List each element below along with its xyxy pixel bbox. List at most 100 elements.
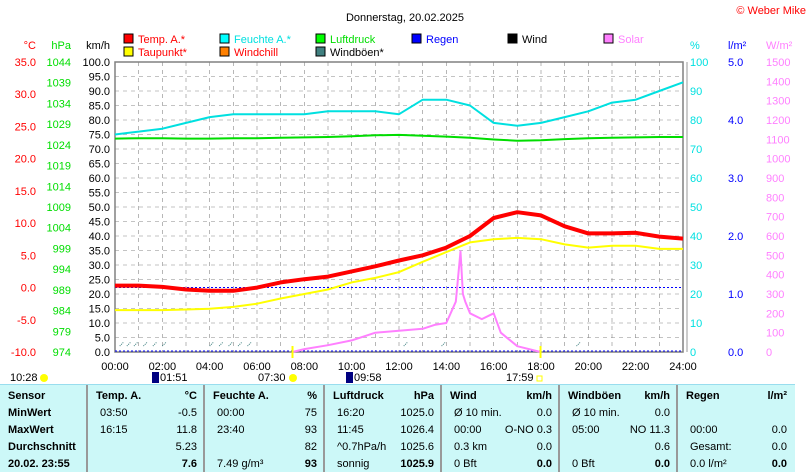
axis-tick-pressure: 974 [53,347,71,359]
daylength: 10:28 [10,372,38,384]
header-label: Wind [450,390,477,402]
axis-tick-wind: 30.0 [89,260,110,272]
x-tick-label: 12:00 [385,361,413,373]
axis-tick-wind: 15.0 [89,304,110,316]
cell-value: -0.5 [178,407,197,419]
wind-gust-mark [153,342,157,346]
axis-tick-rain: 0.0 [728,347,743,359]
legend-swatch [220,34,229,43]
cell-sub: 23:40 [217,424,245,436]
legend-swatch [220,47,229,56]
cell-value: 0.0 [655,458,670,470]
series-solar [293,252,541,353]
axis-unit-rain: l/m² [728,40,747,52]
axis-tick-wind: 80.0 [89,115,110,127]
axis-tick-solar: 600 [766,231,784,243]
legend-label: Regen [426,34,458,46]
axis-tick-humidity: 10 [690,318,702,330]
cell-value: 82 [305,441,317,453]
axis-tick-solar: 500 [766,250,784,262]
axis-tick-wind: 0.0 [95,347,110,359]
cell-sub: 00:00 [454,424,482,436]
x-tick-label: 00:00 [101,361,129,373]
chart-title: Donnerstag, 20.02.2025 [346,12,464,24]
x-tick-label: 20:00 [575,361,603,373]
axis-tick-solar: 1500 [766,57,790,69]
header-unit: km/h [526,390,552,402]
axis-tick-solar: 1200 [766,115,790,127]
header-label: Sensor [8,390,45,402]
header-label: Feuchte A. [213,390,269,402]
header-label: Temp. A. [96,390,141,402]
cell-value: 5.23 [176,441,197,453]
sun-icon [40,374,48,382]
axis-tick-solar: 800 [766,192,784,204]
weather-chart: Donnerstag, 20.02.2025 © Weber Mike Temp. … [0,0,810,384]
axis-unit-wind: km/h [86,40,110,52]
cell-value: 0.0 [772,424,787,436]
cell-value: O-NO 0.3 [505,424,552,436]
cell-sub: 0 Bft [454,458,477,470]
copyright: © Weber Mike [736,5,806,17]
wind-gust-mark [143,342,147,346]
axis-tick-solar: 900 [766,173,784,185]
wind-gust-mark [404,342,408,346]
axis-tick-wind: 35.0 [89,246,110,258]
axis-tick-pressure: 1024 [47,140,71,152]
legend-swatch [412,34,421,43]
axis-tick-humidity: 0 [690,347,696,359]
wind-gust-mark [210,342,214,346]
legend-label: Feuchte A.* [234,34,292,46]
axis-tick-temp: -10.0 [11,347,36,359]
axis-tick-solar: 200 [766,308,784,320]
axis-tick-solar: 1400 [766,76,790,88]
cell-value: 93 [305,458,317,470]
axis-tick-humidity: 100 [690,57,708,69]
sunset-icon [537,376,542,381]
legend-label: Taupunkt* [138,47,188,59]
cell-sub: 05:00 [572,424,600,436]
wind-gust-mark [248,342,252,346]
axis-tick-solar: 400 [766,270,784,282]
axis-tick-solar: 1100 [766,134,790,146]
axis-tick-pressure: 999 [53,243,71,255]
wind-gust-mark [238,342,242,346]
header-unit: l/m² [767,390,787,402]
axis-tick-temp: -5.0 [17,315,36,327]
row-label: Durchschnitt [8,441,76,453]
axis-tick-humidity: 90 [690,86,702,98]
axis-tick-wind: 50.0 [89,202,110,214]
wind-gust-mark [120,342,124,346]
legend-label: Temp. A.* [138,34,186,46]
axis-tick-solar: 100 [766,328,784,340]
header-label: Windböen [568,390,621,402]
axis-tick-rain: 5.0 [728,57,743,69]
axis-tick-humidity: 30 [690,260,702,272]
cell-sub: 0.0 l/m² [690,458,727,470]
cell-sub: 0.3 km [454,441,487,453]
column-divider [440,385,442,472]
header-unit: °C [185,390,197,402]
legend-swatch [124,34,133,43]
row-label: 20.02. 23:55 [8,458,70,470]
legend-label: Wind [522,34,547,46]
cell-value: NO 11.3 [630,424,670,436]
axis-tick-humidity: 20 [690,289,702,301]
axis-tick-pressure: 1029 [47,119,71,131]
cell-sub: Ø 10 min. [454,407,502,419]
header-label: Regen [686,390,720,402]
cell-value: 0.0 [537,441,552,453]
axis-tick-pressure: 1044 [47,57,71,69]
axis-tick-solar: 300 [766,289,784,301]
cell-sub: 16:20 [337,407,365,419]
cell-sub: 03:50 [100,407,128,419]
sunset-time: 17:59 [506,372,534,384]
wind-gust-mark [577,342,581,346]
axis-tick-pressure: 994 [53,264,71,276]
axis-tick-temp: 10.0 [15,218,36,230]
moonrise-icon [152,372,159,383]
axis-tick-pressure: 1034 [47,98,71,110]
axis-tick-pressure: 1019 [47,161,71,173]
column-divider [676,385,678,472]
